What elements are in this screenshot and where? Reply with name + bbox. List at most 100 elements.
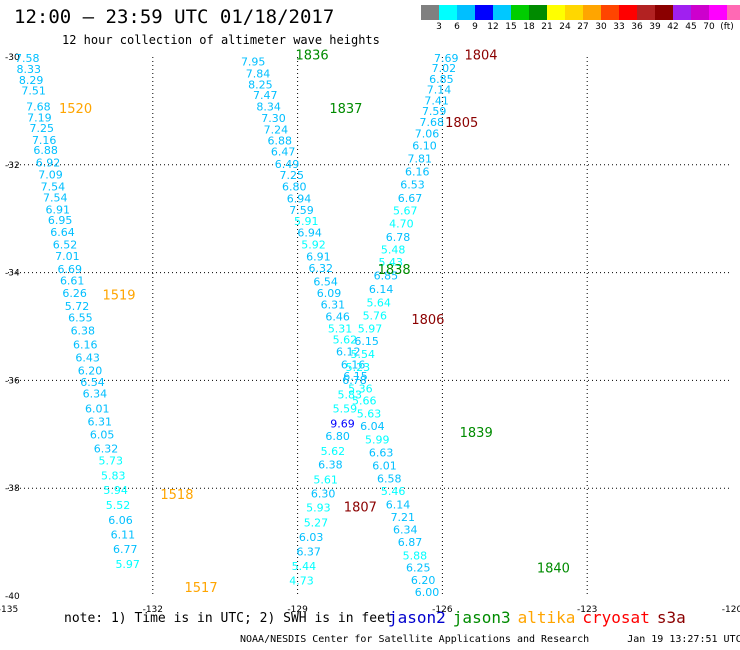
wave-height-value: 7.68 xyxy=(26,100,51,113)
wave-height-value: 6.32 xyxy=(309,262,334,275)
wave-height-value: 6.67 xyxy=(398,192,423,205)
wave-height-value: 7.68 xyxy=(420,116,445,129)
legend-label: 21 xyxy=(541,22,553,32)
wave-height-value: 6.58 xyxy=(377,472,402,485)
wave-height-value: 5.94 xyxy=(103,484,128,497)
wave-height-value: 5.83 xyxy=(337,389,362,402)
wave-height-value: 5.44 xyxy=(292,560,317,573)
wave-height-value: 6.05 xyxy=(90,429,115,442)
legend-swatch xyxy=(691,5,709,20)
wave-height-value: 6.30 xyxy=(311,487,336,500)
wave-height-value: 6.16 xyxy=(73,339,98,352)
wave-height-value: 6.92 xyxy=(36,156,61,169)
wave-height-value: 6.00 xyxy=(415,586,440,599)
wave-height-value: 7.16 xyxy=(32,134,57,147)
legend-label: 70 xyxy=(703,22,715,32)
wave-height-value: 6.69 xyxy=(58,263,83,276)
wave-height-value: 6.01 xyxy=(372,459,397,472)
wave-height-value: 5.59 xyxy=(333,403,358,416)
legend-swatch xyxy=(529,5,547,20)
pass-time-label: 1806 xyxy=(411,313,444,328)
wave-height-value: 6.55 xyxy=(68,312,93,325)
legend-label: 36 xyxy=(631,22,643,32)
wave-height-value: 5.62 xyxy=(321,445,346,458)
wave-height-value: 6.14 xyxy=(369,283,394,296)
timestamp-text: Jan 19 13:27:51 UTC 2017 xyxy=(627,634,740,645)
legend-swatch xyxy=(619,5,637,20)
legend-label: 24 xyxy=(559,22,571,32)
wave-height-value: 6.20 xyxy=(411,574,436,587)
wave-height-value: 7.47 xyxy=(253,89,278,102)
wave-height-value: 6.94 xyxy=(287,193,312,206)
wave-height-value: 6.88 xyxy=(33,144,58,157)
x-tick-label: -135 xyxy=(0,605,18,615)
wave-height-value: 6.25 xyxy=(406,562,431,575)
footer: NOAA/NESDIS Center for Satellite Applica… xyxy=(240,634,740,645)
wave-height-value: 6.16 xyxy=(405,166,430,179)
wave-height-value: 6.12 xyxy=(336,346,361,359)
legend-label: 45 xyxy=(685,22,697,32)
x-tick-label: -126 xyxy=(432,605,453,615)
wave-height-value: 5.63 xyxy=(357,408,382,421)
wave-height-value: 6.43 xyxy=(75,352,100,365)
wave-height-value: 6.63 xyxy=(369,446,394,459)
wave-height-value: 5.62 xyxy=(333,334,358,347)
satellite-label-cryosat: cryosat xyxy=(582,608,650,627)
wave-height-value: 7.81 xyxy=(407,153,432,166)
pass-time-label: 1836 xyxy=(296,49,329,64)
wave-height-value: 6.03 xyxy=(299,531,324,544)
wave-height-value: 5.83 xyxy=(101,470,126,483)
legend-label: 15 xyxy=(505,22,517,32)
wave-height-value: 5.72 xyxy=(65,300,90,313)
pass-time-label: 1839 xyxy=(460,426,493,441)
wave-height-value: 5.48 xyxy=(381,244,406,257)
legend-swatch xyxy=(709,5,727,20)
wave-height-value: 6.01 xyxy=(85,403,110,416)
wave-height-value: 7.84 xyxy=(246,67,271,80)
legend-swatch xyxy=(583,5,601,20)
wave-height-value: 7.41 xyxy=(424,94,449,107)
pass-time-label: 1837 xyxy=(329,102,362,117)
wave-height-value: 7.02 xyxy=(432,62,457,75)
legend-swatch xyxy=(439,5,457,20)
legend-swatch xyxy=(565,5,583,20)
y-tick-label: -32 xyxy=(5,161,20,171)
legend-swatch xyxy=(655,5,673,20)
wave-height-value: 6.15 xyxy=(343,370,368,383)
wave-height-value: 6.15 xyxy=(354,335,379,348)
pass-time-label: 1517 xyxy=(185,581,218,596)
wave-height-value: 5.88 xyxy=(403,549,428,562)
wave-height-value: 5.46 xyxy=(381,485,406,498)
wave-height-value: 6.32 xyxy=(94,443,119,456)
wave-height-value: 7.54 xyxy=(41,181,66,194)
units-note: note: 1) Time is in UTC; 2) SWH is in fe… xyxy=(64,611,393,626)
legend-swatch xyxy=(601,5,619,20)
wave-height-value: 6.49 xyxy=(275,158,300,171)
legend-label: 18 xyxy=(523,22,535,32)
wave-height-value: 7.06 xyxy=(415,127,440,140)
wave-height-value: 5.97 xyxy=(115,558,140,571)
wave-height-value: 7.21 xyxy=(391,511,416,524)
wave-height-value: 6.85 xyxy=(429,73,454,86)
wave-height-value: 5.91 xyxy=(294,215,319,228)
x-tick-label: -120 xyxy=(722,605,740,615)
wave-height-value: 7.24 xyxy=(264,124,289,137)
chart-subtitle: 12 hour collection of altimeter wave hei… xyxy=(62,33,380,47)
wave-height-value: 6.91 xyxy=(45,203,70,216)
legend-label: 39 xyxy=(649,22,661,32)
wave-height-value: 6.11 xyxy=(111,528,136,541)
wave-height-value: 6.06 xyxy=(108,514,133,527)
legend-swatch xyxy=(511,5,529,20)
wave-height-value: 6.88 xyxy=(267,134,292,147)
wave-height-value: 4.73 xyxy=(289,575,314,588)
wave-height-value: 5.66 xyxy=(352,395,377,408)
wave-height-value: 6.54 xyxy=(80,376,105,389)
credit-text: NOAA/NESDIS Center for Satellite Applica… xyxy=(240,634,590,645)
wave-height-value: 8.29 xyxy=(19,74,44,87)
legend-swatch xyxy=(421,5,439,20)
wave-height-value: 6.78 xyxy=(342,374,367,387)
wave-height-value: 6.04 xyxy=(360,420,385,433)
wave-height-value: 7.25 xyxy=(280,169,305,182)
legend-label: 9 xyxy=(472,22,478,32)
legend-swatch xyxy=(475,5,493,20)
